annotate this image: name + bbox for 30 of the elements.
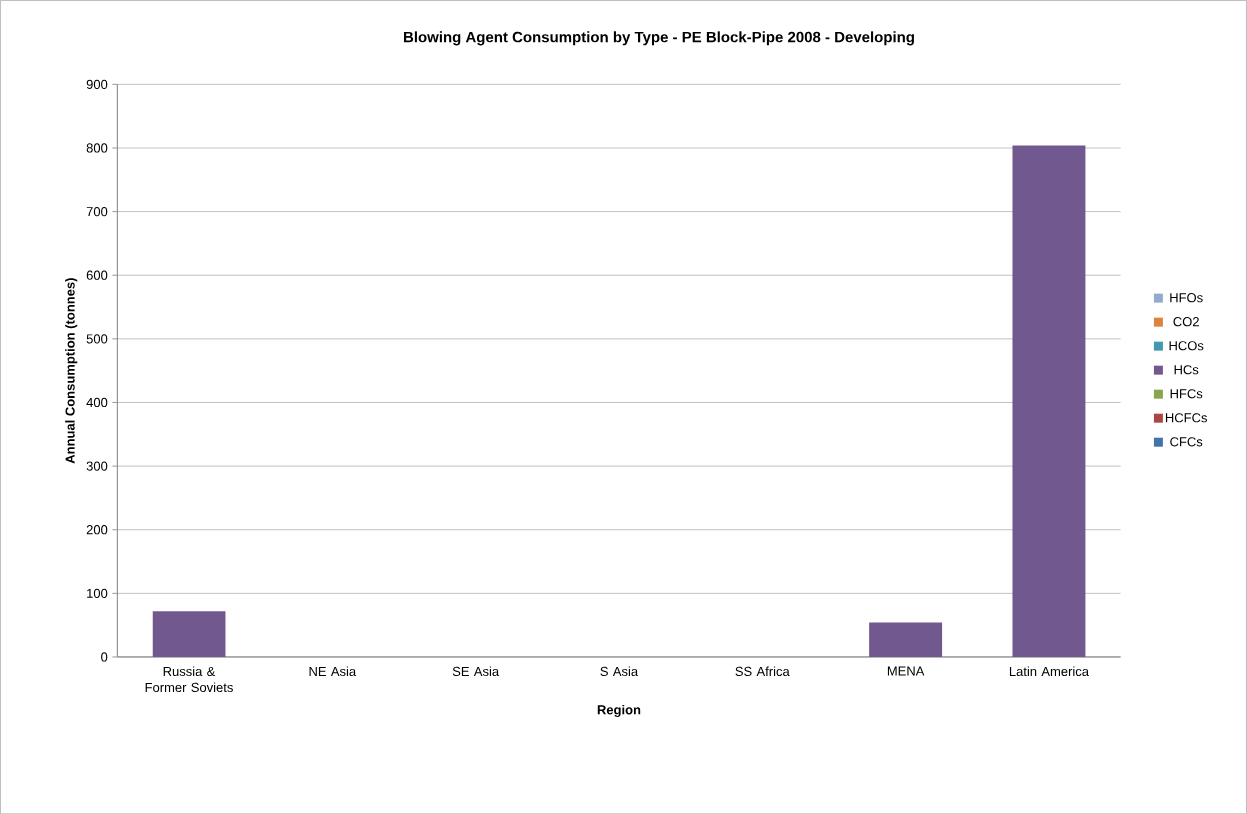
x-tick-label: NE Asia xyxy=(309,666,357,676)
x-tick-label: Latin America xyxy=(1009,666,1089,676)
x-tick-label: Russia & Former Soviets xyxy=(145,666,233,692)
y-tick-label: 400 xyxy=(86,397,108,407)
y-tick-label: 500 xyxy=(86,334,108,344)
legend-label: HCFCs xyxy=(1165,413,1207,423)
bar xyxy=(1012,145,1086,657)
legend-label: HFOs xyxy=(1170,292,1203,303)
x-tick-label: MENA xyxy=(887,666,925,676)
y-tick-label: 200 xyxy=(86,524,108,535)
y-tick-label: 100 xyxy=(87,588,108,598)
y-axis-title: Annual Consumption (tonnes) xyxy=(65,278,78,464)
y-tick-label: 800 xyxy=(86,143,108,153)
legend-label: CO2 xyxy=(1173,317,1199,327)
legend-label: HFCs xyxy=(1170,389,1203,399)
x-tick-label: S Asia xyxy=(600,666,639,676)
chart-title: Blowing Agent Consumption by Type - PE Block-Pipe 2008 - Developing xyxy=(404,31,914,46)
bar xyxy=(152,611,226,657)
legend-label: HCs xyxy=(1174,365,1199,375)
y-tick-label: 300 xyxy=(86,461,108,471)
legend-label: HCOs xyxy=(1169,341,1204,351)
x-tick-label: SE Asia xyxy=(452,666,500,676)
y-tick-label: 900 xyxy=(86,79,108,89)
legend-label: CFCs xyxy=(1170,437,1203,447)
y-tick-label: 0 xyxy=(101,652,108,662)
x-axis-title: Region xyxy=(597,704,641,717)
x-tick-label: SS Africa xyxy=(735,666,790,676)
y-tick-label: 600 xyxy=(86,270,108,280)
y-tick-label: 700 xyxy=(86,206,108,217)
bar xyxy=(869,622,943,657)
